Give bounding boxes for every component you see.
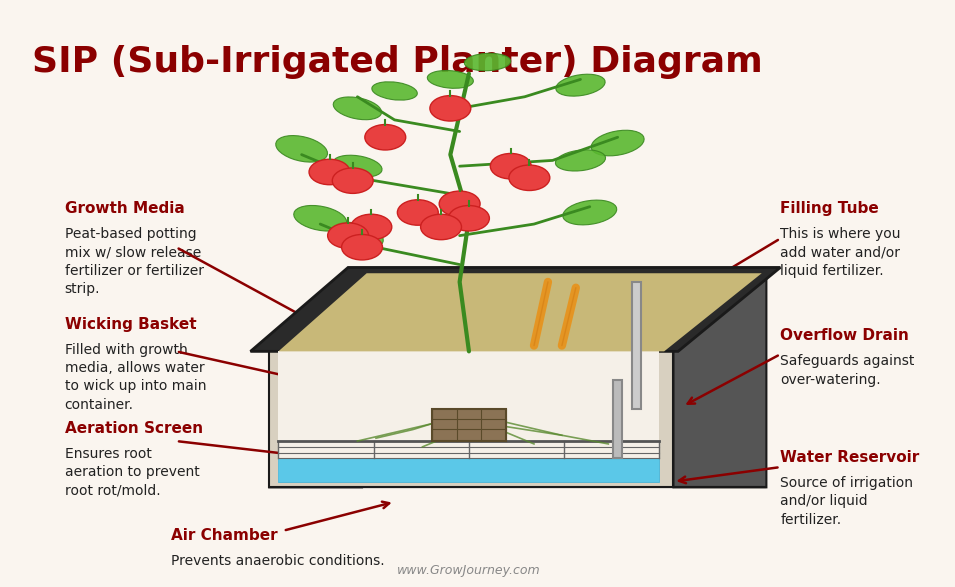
- Circle shape: [430, 96, 471, 121]
- Text: SIP (Sub-Irrigated Planter) Diagram: SIP (Sub-Irrigated Planter) Diagram: [32, 45, 763, 79]
- Polygon shape: [673, 271, 766, 487]
- Text: Overflow Drain: Overflow Drain: [780, 328, 909, 343]
- Ellipse shape: [562, 200, 617, 225]
- Circle shape: [509, 165, 550, 191]
- Circle shape: [420, 214, 461, 239]
- Circle shape: [439, 191, 480, 217]
- Text: This is where you
add water and/or
liquid fertilizer.: This is where you add water and/or liqui…: [780, 227, 901, 278]
- Circle shape: [490, 153, 531, 179]
- Polygon shape: [278, 458, 660, 481]
- Text: Prevents anaerobic conditions.: Prevents anaerobic conditions.: [172, 554, 385, 568]
- Polygon shape: [278, 273, 762, 352]
- Circle shape: [350, 214, 392, 239]
- Ellipse shape: [331, 222, 383, 249]
- Text: Wicking Basket: Wicking Basket: [65, 316, 196, 332]
- Polygon shape: [631, 282, 641, 409]
- Ellipse shape: [332, 155, 382, 177]
- Text: Filling Tube: Filling Tube: [780, 201, 880, 216]
- Circle shape: [449, 205, 489, 231]
- Text: Aeration Screen: Aeration Screen: [65, 421, 202, 436]
- Circle shape: [365, 124, 406, 150]
- Ellipse shape: [464, 53, 511, 71]
- Text: Peat-based potting
mix w/ slow release
fertilizer or fertilizer
strip.: Peat-based potting mix w/ slow release f…: [65, 227, 203, 296]
- Circle shape: [328, 223, 369, 248]
- Ellipse shape: [556, 150, 605, 171]
- Polygon shape: [250, 268, 780, 352]
- Text: www.GrowJourney.com: www.GrowJourney.com: [397, 564, 541, 577]
- Circle shape: [397, 200, 438, 225]
- Text: Ensures root
aeration to prevent
root rot/mold.: Ensures root aeration to prevent root ro…: [65, 447, 200, 498]
- Text: Water Reservoir: Water Reservoir: [780, 450, 920, 465]
- Text: Safeguards against
over-watering.: Safeguards against over-watering.: [780, 355, 915, 387]
- Text: Growth Media: Growth Media: [65, 201, 184, 216]
- Ellipse shape: [591, 130, 644, 156]
- Text: Air Chamber: Air Chamber: [172, 528, 278, 543]
- Ellipse shape: [427, 70, 474, 88]
- Circle shape: [309, 159, 350, 185]
- Text: Source of irrigation
and/or liquid
fertilizer.: Source of irrigation and/or liquid ferti…: [780, 476, 913, 527]
- Ellipse shape: [371, 82, 417, 100]
- Ellipse shape: [333, 97, 382, 120]
- Circle shape: [332, 168, 373, 193]
- Text: Filled with growth
media, allows water
to wick up into main
container.: Filled with growth media, allows water t…: [65, 343, 206, 412]
- Polygon shape: [269, 271, 362, 487]
- Ellipse shape: [276, 136, 328, 162]
- Circle shape: [342, 234, 383, 260]
- Polygon shape: [613, 380, 623, 458]
- Ellipse shape: [556, 74, 605, 96]
- Ellipse shape: [294, 205, 347, 231]
- Polygon shape: [432, 409, 506, 441]
- Polygon shape: [278, 352, 660, 481]
- Polygon shape: [269, 340, 673, 487]
